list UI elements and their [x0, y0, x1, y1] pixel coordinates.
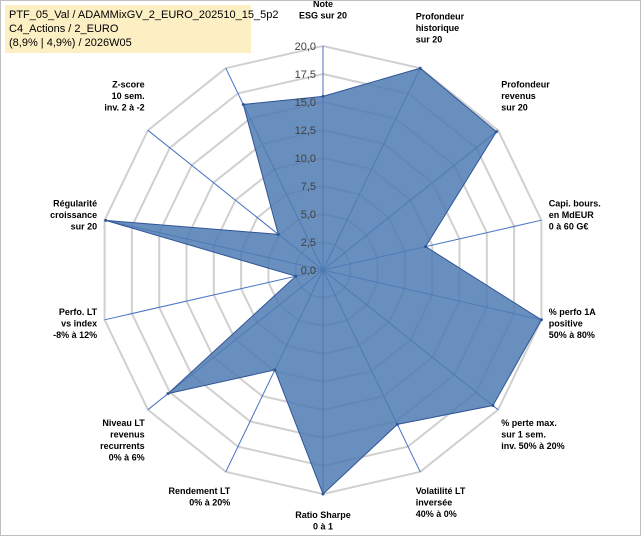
axis-label-line: % perte max.	[501, 418, 557, 428]
info-line-2: C4_Actions / 2_EURO	[9, 23, 119, 35]
axis-label-line: 0 à 1	[313, 522, 333, 532]
radar-series	[104, 66, 543, 496]
radial-tick-labels: 0,0 2,5 5,0 7,5 10,0 12,5 15,0 17,5 20,0	[295, 41, 316, 277]
data-point	[395, 422, 399, 426]
info-line-1: PTF_05_Val / ADAMMixGV_2_EURO_202510_15_…	[9, 9, 279, 21]
axis-label: Rendement LT0% à 20%	[168, 486, 230, 508]
axis-label-line: Niveau LT	[102, 418, 145, 428]
tick-label: 20,0	[295, 41, 316, 53]
axis-label-line: 0% à 6%	[109, 453, 145, 463]
axis-label-line: recurrents	[100, 441, 145, 451]
axis-label-line: positive	[549, 319, 583, 329]
series-area	[105, 67, 543, 495]
axis-label-line: sur 20	[71, 222, 98, 232]
axis-label-line: vs index	[61, 319, 97, 329]
axis-label-line: -8% à 12%	[53, 330, 97, 340]
axis-label-line: sur 1 sem.	[501, 430, 546, 440]
axis-label: Perfo. LT vs index-8% à 12%	[53, 307, 98, 340]
axis-label-line: 40% à 0%	[416, 509, 457, 519]
tick-label: 12,5	[295, 125, 316, 137]
axis-label-line: Rendement LT	[168, 486, 230, 496]
tick-label: 10,0	[295, 153, 316, 165]
axis-label-line: % perfo 1A	[549, 307, 597, 317]
axis-spoke	[104, 269, 324, 321]
axis-label-line: Capi. bours.	[549, 199, 601, 209]
axis-label-line: Profondeur	[501, 79, 550, 89]
axis-label: Z-score 10 sem.inv. 2 à -2	[104, 79, 144, 112]
axis-label-line: en MdEUR	[549, 210, 595, 220]
tick-label: 7,5	[301, 181, 316, 193]
data-point	[241, 103, 245, 106]
data-point	[104, 218, 108, 222]
axis-label-line: sur 20	[501, 102, 528, 112]
axis-label: Ratio Sharpe 0 à 1	[295, 510, 351, 532]
info-line-3: (8,9% | 4,9%) / 2026W05	[9, 37, 132, 49]
tick-label: 2,5	[301, 237, 316, 249]
data-point	[491, 404, 495, 407]
tick-label: 15,0	[295, 97, 316, 109]
axis-label-line: Ratio Sharpe	[295, 510, 351, 520]
axis-label-line: historique	[416, 23, 460, 33]
tick-label: 5,0	[301, 209, 316, 221]
data-point	[166, 392, 170, 396]
data-point	[539, 318, 543, 322]
axis-label-line: revenus	[501, 91, 536, 101]
portfolio-info-box: PTF_05_Val / ADAMMixGV_2_EURO_202510_15_…	[5, 5, 279, 53]
axis-label-line: Note	[313, 1, 333, 9]
axis-label-line: sur 20	[416, 35, 443, 45]
axis-label-line: Volatilité LT	[416, 486, 466, 496]
axis-label-line: inv. 50% à 20%	[501, 441, 564, 451]
axis-label: % perte max. sur 1 sem.inv. 50% à 20%	[501, 418, 564, 451]
data-point	[494, 130, 498, 134]
axis-label-line: 10 sem.	[112, 91, 145, 101]
data-point	[294, 274, 298, 278]
axis-label-line: Perfo. LT	[59, 307, 98, 317]
axis-label-line: Régularité	[53, 199, 97, 209]
data-point	[424, 245, 428, 249]
axis-label-line: 50% à 80%	[549, 330, 595, 340]
axis-label-line: Profondeur	[416, 12, 465, 22]
axis-label-line: Z-score	[112, 79, 145, 89]
data-point	[276, 232, 280, 236]
axis-label-line: revenus	[110, 430, 145, 440]
axis-label: Capi. bours.en MdEUR 0 à 60 G€	[549, 199, 601, 232]
axis-label-line: inversée	[416, 497, 453, 507]
data-point	[321, 492, 325, 496]
data-point	[273, 368, 277, 372]
axis-label: Note ESG sur 20	[299, 1, 347, 21]
data-point	[321, 94, 325, 98]
axis-label-line: 0 à 60 G€	[549, 222, 589, 232]
axis-label-line: ESG sur 20	[299, 11, 347, 21]
axis-label-line: inv. 2 à -2	[104, 102, 144, 112]
axis-label-line: 0% à 20%	[189, 497, 230, 507]
data-point	[418, 66, 422, 70]
axis-label-line: croissance	[50, 210, 97, 220]
tick-label: 0,0	[301, 265, 316, 277]
tick-label: 17,5	[295, 69, 316, 81]
